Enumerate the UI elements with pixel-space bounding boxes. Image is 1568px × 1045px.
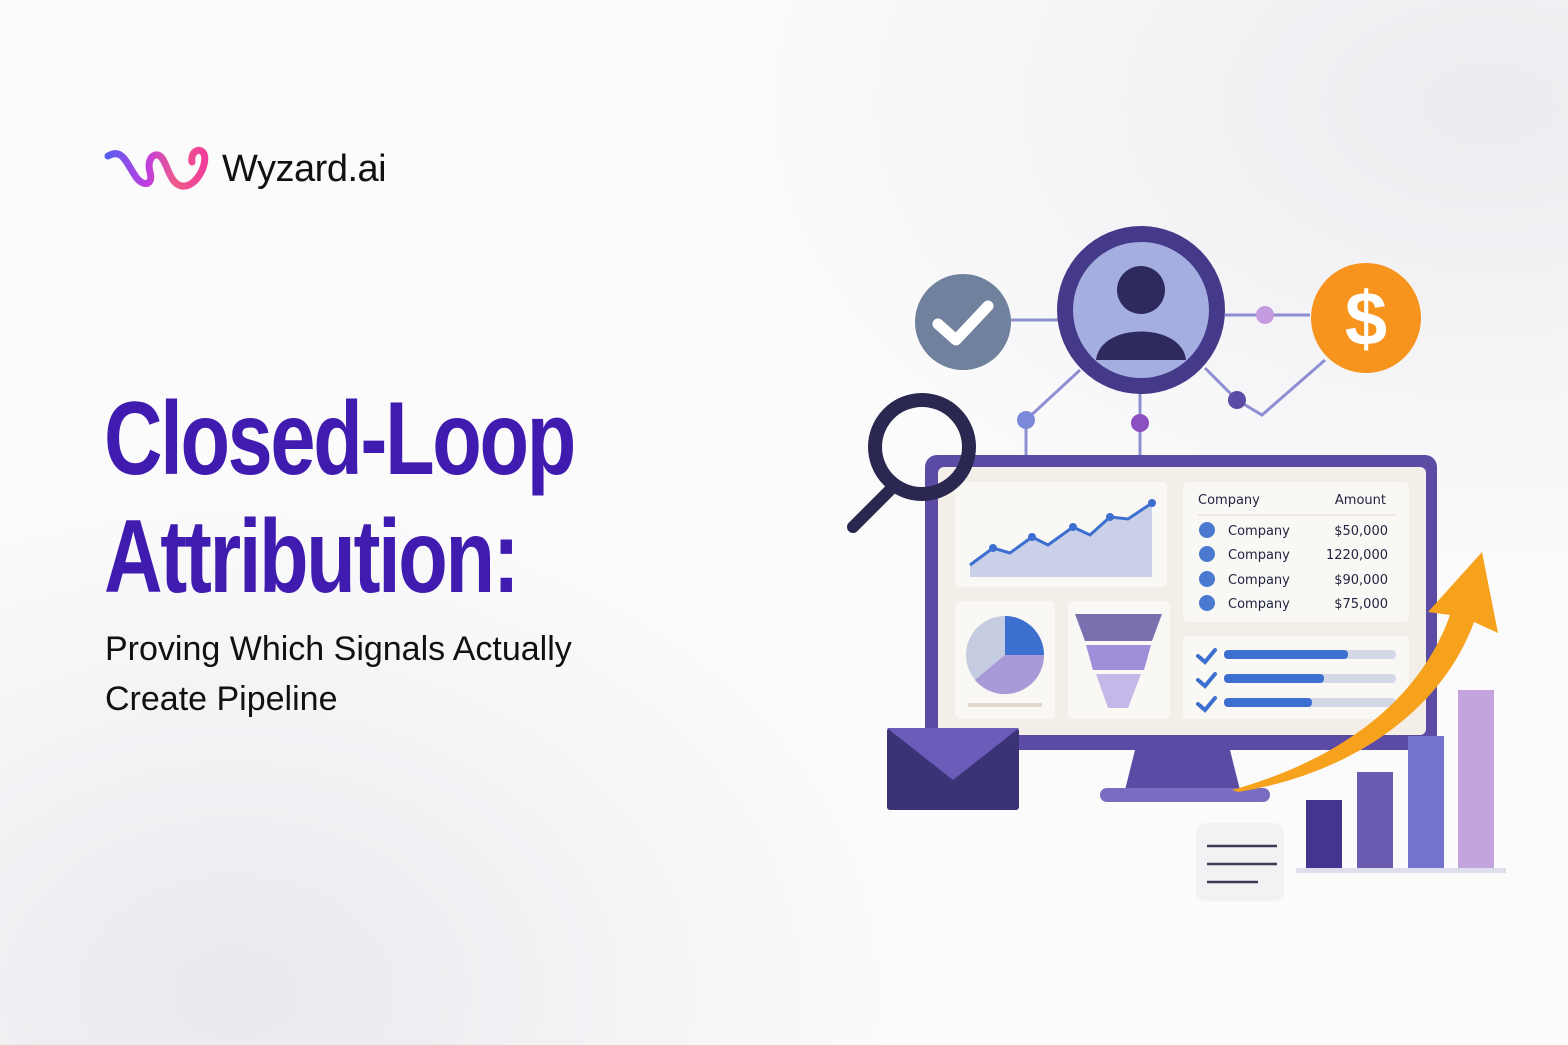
brand-logo: Wyzard.ai — [104, 144, 387, 194]
node-dot — [1131, 414, 1149, 432]
table-card — [1183, 482, 1409, 622]
svg-text:$75,000: $75,000 — [1334, 597, 1388, 612]
page-title: Closed-Loop Attribution: — [104, 380, 576, 616]
svg-text:$: $ — [1345, 277, 1387, 362]
svg-text:$90,000: $90,000 — [1334, 573, 1388, 588]
title-line-1: Closed-Loop — [104, 381, 576, 497]
document-icon — [1196, 823, 1284, 901]
svg-text:Company: Company — [1228, 548, 1290, 563]
user-icon — [1057, 226, 1225, 394]
node-dot — [1228, 391, 1246, 409]
table-row: Company $75,000 — [1199, 595, 1388, 612]
title-line-2: Attribution: — [104, 499, 520, 615]
table-row: Company $90,000 — [1199, 571, 1388, 588]
dollar-icon: $ — [1311, 263, 1421, 373]
subtitle-line-2: Create Pipeline — [105, 680, 338, 718]
svg-text:Company: Company — [1228, 597, 1290, 612]
funnel-icon — [1075, 614, 1162, 708]
svg-text:Company: Company — [1228, 524, 1290, 539]
wyzard-logo-icon — [104, 146, 209, 190]
monitor: Company Amount Company $50,000 Company 122… — [925, 455, 1437, 802]
node-dot — [1017, 411, 1035, 429]
pie-chart-icon — [966, 616, 1045, 707]
table-header-amount: Amount — [1335, 493, 1386, 508]
check-icon — [915, 274, 1011, 370]
table-row: Company $50,000 — [1199, 522, 1388, 539]
svg-text:Company: Company — [1228, 573, 1290, 588]
svg-text:$50,000: $50,000 — [1334, 524, 1388, 539]
magnifier-icon — [847, 393, 976, 533]
trend-arrow-icon — [1232, 552, 1498, 792]
brand-name: Wyzard.ai — [222, 147, 387, 190]
progress-list — [1196, 648, 1396, 713]
node-dot — [1256, 306, 1274, 324]
subtitle-line-1: Proving Which Signals Actually — [105, 630, 572, 668]
bar-chart-icon — [1296, 690, 1506, 873]
subtitle: Proving Which Signals Actually Create Pi… — [105, 624, 572, 724]
svg-text:1220,000: 1220,000 — [1326, 548, 1388, 563]
table-row: Company 1220,000 — [1199, 546, 1388, 563]
envelope-icon — [887, 728, 1019, 810]
table-header-company: Company — [1198, 493, 1260, 508]
